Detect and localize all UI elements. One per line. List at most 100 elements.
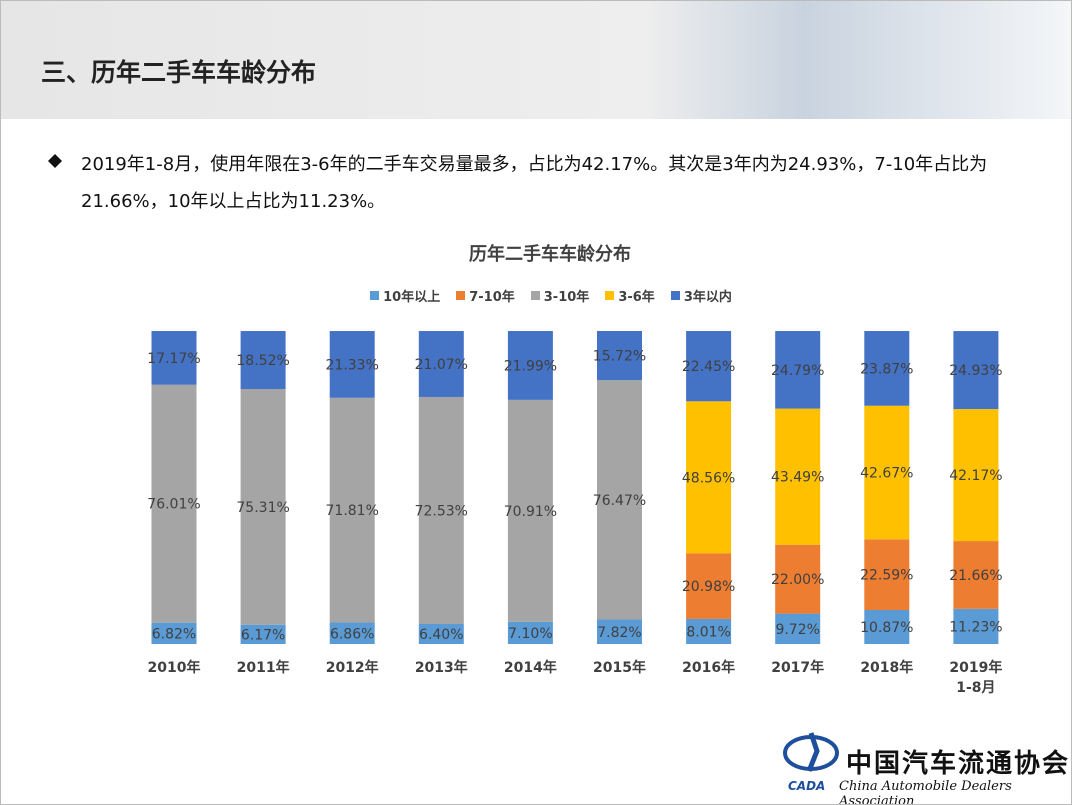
bar-segment	[329, 331, 375, 398]
bar-segment	[953, 541, 999, 609]
bar-segment	[151, 331, 197, 385]
data-label: 48.56%	[682, 470, 735, 486]
data-label: 22.00%	[771, 572, 824, 588]
legend-label: 7-10年	[469, 290, 515, 305]
bar-segment	[686, 553, 732, 619]
bullet-icon	[48, 154, 62, 168]
data-label: 24.93%	[949, 363, 1002, 379]
bar-segment	[775, 544, 821, 614]
legend-swatch	[605, 291, 615, 300]
data-label: 71.81%	[326, 503, 379, 519]
x-tick-label: 2012年	[325, 660, 379, 676]
logo-english: China Automobile Dealers Association	[839, 779, 1012, 805]
legend-item: 10年以上	[370, 286, 440, 305]
legend-item: 3-10年	[530, 286, 590, 305]
data-label: 21.66%	[949, 568, 1002, 584]
bar-segment	[240, 331, 286, 389]
data-label: 20.98%	[682, 579, 735, 595]
x-tick-label: 2017年	[771, 660, 825, 676]
bar-segment	[507, 621, 553, 644]
chart: 历年二手车车龄分布 6.82% 76.01% 17.17% 6.17% 75.31% 18…	[147, 243, 1003, 644]
data-label: 15.72%	[593, 349, 646, 365]
legend-label: 3年以内	[683, 290, 732, 305]
data-label: 72.53%	[415, 503, 468, 519]
legend-label: 10年以上	[383, 290, 441, 305]
x-tick-label: 2016年	[682, 660, 736, 676]
slide-title: 三、历年二手车车龄分布	[41, 58, 317, 87]
bar-segment	[686, 618, 732, 644]
data-label: 10.87%	[860, 620, 913, 636]
legend-label: 3-6年	[618, 290, 655, 305]
bar-segment	[597, 619, 642, 644]
data-label: 21.33%	[326, 357, 379, 373]
logo-icon	[783, 732, 839, 772]
data-label: 18.52%	[236, 353, 289, 369]
data-label: 76.01%	[147, 497, 200, 513]
data-label: 9.72%	[775, 622, 819, 638]
bar-segment	[597, 331, 642, 381]
legend-item: 3-6年	[605, 286, 655, 305]
bar-segment	[418, 396, 464, 624]
logo-name: 中国汽车流通协会	[846, 749, 1071, 779]
data-label: 11.23%	[949, 619, 1002, 635]
bar-segment	[507, 331, 553, 400]
bar-segment	[329, 622, 375, 644]
bar-segment	[329, 397, 375, 623]
bar-segment	[418, 331, 464, 397]
x-tick-label: 2015年	[593, 660, 646, 676]
data-label: 7.82%	[597, 625, 641, 641]
data-label: 7.10%	[508, 626, 552, 642]
x-tick-label: 2014年	[503, 660, 557, 676]
bar-segment	[151, 622, 197, 644]
data-label: 22.45%	[682, 359, 735, 375]
data-label: 21.07%	[415, 357, 468, 373]
data-label: 6.82%	[152, 626, 196, 642]
data-label: 17.17%	[147, 351, 200, 367]
x-tick-label: 2013年	[414, 660, 468, 676]
data-label: 23.87%	[860, 361, 913, 377]
bar-segment	[864, 539, 910, 610]
data-label: 6.17%	[241, 627, 285, 643]
bar-segment	[953, 608, 999, 644]
bar-segment	[686, 331, 732, 402]
data-label: 8.01%	[686, 624, 730, 640]
data-label: 24.79%	[771, 363, 824, 379]
logo-mark: CADA	[788, 779, 826, 793]
data-label: 43.49%	[771, 470, 824, 486]
data-label: 22.59%	[860, 568, 913, 584]
data-label: 42.67%	[860, 466, 913, 482]
data-label: 21.99%	[504, 358, 557, 374]
bar-segment	[240, 624, 286, 644]
bar-segment	[240, 388, 286, 625]
x-tick-label: 2019年 1-8月	[949, 660, 1003, 696]
data-label: 76.47%	[593, 493, 646, 509]
x-tick-label: 2018年	[860, 660, 914, 676]
x-tick-label: 2011年	[236, 660, 290, 676]
bar-segment	[507, 399, 553, 622]
bar-segment	[864, 405, 910, 540]
bar-segment	[597, 380, 642, 620]
legend-label: 3-10年	[543, 290, 590, 305]
data-label: 75.31%	[236, 500, 289, 516]
bar-segment	[864, 609, 910, 644]
bar-segment	[775, 331, 821, 409]
legend-item: 7-10年	[456, 286, 515, 305]
bar-segment	[953, 331, 999, 410]
data-label: 42.17%	[949, 468, 1002, 484]
legend-item: 3年以内	[670, 286, 732, 305]
legend-swatch	[670, 291, 680, 300]
chart-title: 历年二手车车龄分布	[469, 243, 631, 265]
bar-segment	[775, 613, 821, 644]
bar-segment	[686, 401, 732, 554]
data-label: 70.91%	[504, 504, 557, 520]
data-label: 6.86%	[330, 626, 374, 642]
bar-segment	[953, 409, 999, 542]
legend-swatch	[530, 291, 540, 300]
bar-segment	[864, 331, 910, 406]
legend-swatch	[370, 291, 380, 300]
bar-segment	[418, 623, 464, 644]
bullet-text: 2019年1-8月，使用年限在3-6年的二手车交易量最多，占比为42.17%。其…	[81, 154, 988, 212]
bar-segment	[775, 408, 821, 545]
x-tick-label: 2010年	[147, 660, 201, 676]
legend-swatch	[456, 291, 466, 300]
